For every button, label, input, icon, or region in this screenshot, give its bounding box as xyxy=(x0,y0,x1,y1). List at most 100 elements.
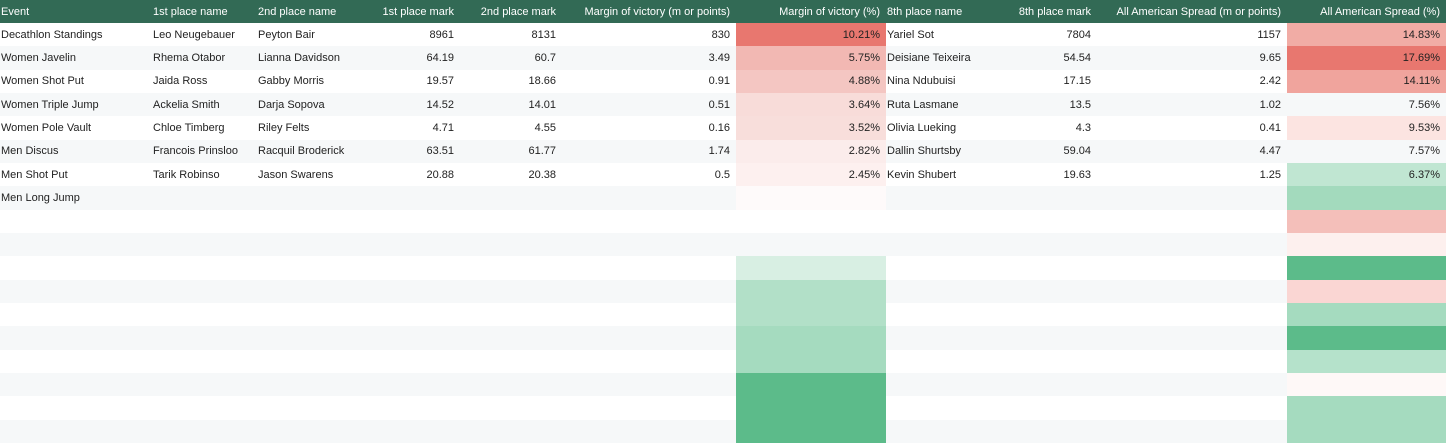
empty-cell xyxy=(0,396,152,419)
table-cell: 3.52% xyxy=(736,116,886,140)
table-cell: 8131 xyxy=(531,28,556,41)
table-row: Women Javelin Rhema Otabor Lianna Davidson… xyxy=(0,46,1446,70)
table-cell: Gabby Morris xyxy=(258,75,325,88)
table-cell: Nina Ndubuisi xyxy=(887,75,956,88)
table-cell: Women Triple Jump xyxy=(0,92,152,117)
empty-cell xyxy=(562,372,736,397)
empty-cell xyxy=(736,210,886,233)
empty-cell xyxy=(460,419,562,443)
empty-cell xyxy=(1097,232,1287,257)
empty-cell xyxy=(257,232,357,257)
table-cell: Deisiane Teixeira xyxy=(886,46,990,70)
empty-cell xyxy=(1287,326,1446,350)
empty-cell xyxy=(0,210,152,233)
empty-cell xyxy=(460,396,562,419)
empty-cell xyxy=(886,186,990,210)
empty-cell xyxy=(152,256,257,279)
empty-cell xyxy=(152,419,257,443)
empty-cell xyxy=(257,326,357,350)
table-cell: 10.21% xyxy=(736,23,886,47)
empty-cell xyxy=(460,303,562,326)
column-header: All American Spread (m or points) xyxy=(1097,0,1287,23)
table-cell: 19.63 xyxy=(1063,168,1091,181)
empty-cell xyxy=(1097,396,1287,419)
table-row: Decathlon Standings Leo Neugebauer Peyton … xyxy=(0,23,1446,47)
empty-cell xyxy=(562,256,736,279)
table-cell: 63.51 xyxy=(357,139,460,163)
empty-cell xyxy=(0,350,152,373)
empty-cell xyxy=(990,419,1097,443)
empty-cell xyxy=(562,350,736,373)
table-cell: 7804 xyxy=(1066,28,1091,41)
empty-cell xyxy=(1287,256,1446,280)
empty-cell xyxy=(886,210,990,233)
empty-cell xyxy=(736,396,886,420)
table-row: Men Long Jump xyxy=(0,186,1446,210)
table-cell: 4.47 xyxy=(1097,139,1287,163)
table-row xyxy=(0,302,1446,327)
empty-cell xyxy=(1097,210,1287,233)
empty-cell xyxy=(152,303,257,326)
empty-cell xyxy=(736,186,886,210)
empty-cell xyxy=(886,326,990,350)
table-row xyxy=(0,256,1446,280)
column-header: 8th place name xyxy=(886,0,990,23)
empty-cell xyxy=(990,256,1097,279)
table-cell: 0.5 xyxy=(714,168,730,181)
table-cell: 9.53% xyxy=(1287,116,1446,140)
table-cell: 9.65 xyxy=(1097,46,1287,70)
table-cell: Jaida Ross xyxy=(153,75,208,88)
table-cell: 59.04 xyxy=(990,139,1097,163)
empty-cell xyxy=(736,419,886,443)
table-cell: 1.25 xyxy=(1259,168,1281,181)
table-row: Men Shot Put Tarik Robinso Jason Swarens 20… xyxy=(0,162,1446,187)
empty-cell xyxy=(357,210,460,233)
table-row xyxy=(0,349,1446,373)
table-row: Women Shot Put Jaida Ross Gabby Morris 19.5… xyxy=(0,69,1446,93)
empty-cell xyxy=(257,419,357,443)
empty-cell xyxy=(152,210,257,233)
table-cell: 1.74 xyxy=(562,139,736,163)
empty-cell xyxy=(152,232,257,257)
table-cell: 0.16 xyxy=(708,121,730,134)
table-cell: Decathlon Standings xyxy=(1,28,103,41)
empty-cell xyxy=(460,279,562,303)
empty-cell xyxy=(990,210,1097,233)
empty-cell xyxy=(562,326,736,350)
table-cell: 0.91 xyxy=(708,75,730,88)
table-cell: 17.69% xyxy=(1287,46,1446,70)
empty-cell xyxy=(886,372,990,397)
empty-cell xyxy=(152,372,257,397)
empty-cell xyxy=(736,279,886,303)
table-cell: Ruta Lasmane xyxy=(886,92,990,117)
table-cell: 14.01 xyxy=(460,92,562,117)
table-cell: 54.54 xyxy=(990,46,1097,70)
column-header: 2nd place mark xyxy=(460,0,562,23)
empty-cell xyxy=(1097,186,1287,210)
table-cell: Racquil Broderick xyxy=(257,139,357,163)
empty-cell xyxy=(460,350,562,373)
column-header: Margin of victory (m or points) xyxy=(562,0,736,23)
empty-cell xyxy=(1097,303,1287,326)
table-cell: Yariel Sot xyxy=(887,28,934,41)
table-row: Men Discus Francois Prinsloo Racquil Brode… xyxy=(0,139,1446,163)
table-cell: 2.45% xyxy=(736,162,886,187)
table-cell: 20.88 xyxy=(426,168,454,181)
header-row: Event 1st place name 2nd place name 1st pla… xyxy=(0,0,1446,23)
empty-cell xyxy=(460,372,562,397)
empty-cell xyxy=(886,256,990,279)
empty-cell xyxy=(460,232,562,257)
table-cell: 18.66 xyxy=(528,75,556,88)
table-cell: 0.51 xyxy=(562,92,736,117)
empty-cell xyxy=(886,303,990,326)
empty-cell xyxy=(990,326,1097,350)
empty-cell xyxy=(736,256,886,280)
table-cell: 4.55 xyxy=(534,121,556,134)
column-header: All American Spread (%) xyxy=(1287,0,1446,23)
table-row xyxy=(0,279,1446,303)
table-cell: 14.11% xyxy=(1287,69,1446,93)
table-cell: 830 xyxy=(711,28,730,41)
empty-cell xyxy=(562,396,736,419)
empty-cell xyxy=(562,186,736,210)
table-cell: Darja Sopova xyxy=(257,92,357,117)
